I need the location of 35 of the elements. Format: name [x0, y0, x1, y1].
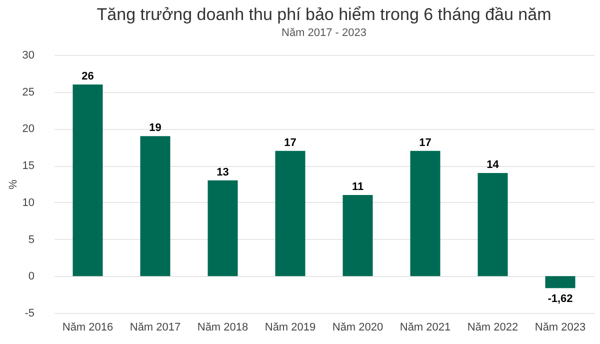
chart-subtitle: Năm 2017 - 2023	[282, 27, 366, 39]
bar	[72, 84, 103, 276]
bar	[275, 150, 306, 276]
x-tick-label: Năm 2019	[264, 322, 316, 334]
y-tick-label: -5	[24, 308, 34, 320]
data-label: 11	[352, 181, 364, 194]
x-tick-label: Năm 2020	[332, 322, 384, 334]
x-tick-label: Năm 2017	[130, 322, 181, 334]
data-label: 14	[486, 158, 500, 171]
bar	[410, 150, 440, 276]
x-tick-label: Năm 2023	[534, 322, 586, 334]
bar	[342, 195, 373, 276]
y-tick-label: 5	[28, 234, 34, 246]
y-tick-label: 30	[22, 50, 34, 62]
bar	[140, 136, 170, 276]
y-axis-title: %	[7, 179, 20, 190]
y-tick-label: 25	[22, 86, 34, 98]
x-tick-label: Năm 2022	[467, 322, 518, 334]
bar	[478, 172, 508, 276]
chart-title: Tăng trưởng doanh thu phí bảo hiểm trong 6 tháng đầu năm	[96, 5, 552, 24]
x-tick-label: Năm 2016	[62, 322, 114, 334]
y-tick-label: 15	[22, 160, 34, 172]
data-label: 13	[216, 166, 229, 178]
y-tick-label: 0	[28, 270, 34, 283]
data-label: 17	[284, 136, 296, 149]
data-label: 26	[82, 70, 94, 82]
data-label: 17	[419, 136, 432, 149]
bar	[545, 276, 576, 288]
y-tick-label: 20	[22, 123, 34, 136]
bar	[208, 180, 238, 276]
x-tick-label: Năm 2018	[197, 322, 248, 334]
data-label: -1,62	[548, 293, 573, 306]
x-tick-label: Năm 2021	[400, 322, 451, 334]
data-label: 19	[149, 122, 162, 134]
y-tick-label: 10	[22, 196, 34, 209]
